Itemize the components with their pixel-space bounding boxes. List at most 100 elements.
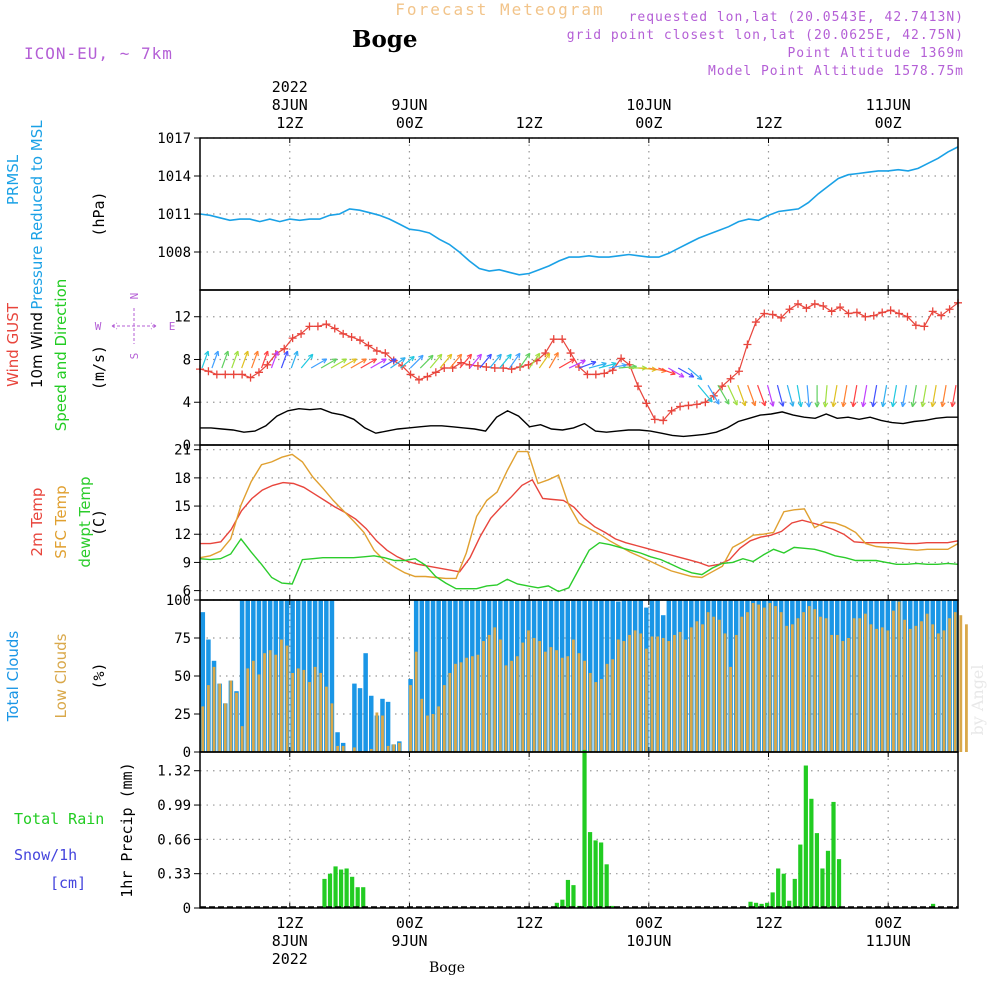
low-cloud-bar [296, 668, 300, 752]
temperature-ytick-label: 12 [174, 527, 191, 543]
pressure-label-short: PRMSL [4, 154, 22, 205]
gust-marker [221, 370, 230, 379]
low-cloud-bar [897, 601, 901, 752]
low-cloud-bar [880, 627, 884, 752]
precip-frame [199, 751, 959, 909]
low-cloud-bar [712, 616, 716, 752]
low-cloud-bar [802, 612, 805, 752]
wind-arrow [648, 367, 667, 372]
low-cloud-bar [353, 747, 356, 752]
wind-arrow-head [263, 350, 269, 357]
low-cloud-bar [459, 662, 463, 752]
gust-marker [777, 313, 786, 322]
low-cloud-bar [785, 625, 789, 752]
wind-arrow [211, 350, 219, 369]
wind-arrow-head [307, 353, 314, 360]
gust-marker [414, 375, 423, 384]
low-cloud-bar [819, 616, 822, 752]
low-cloud-bar [852, 618, 856, 752]
wind-arrow-head [525, 352, 531, 359]
temperature-ytick-label: 9 [183, 555, 191, 571]
temperature-ytick-label: 15 [174, 499, 191, 515]
precip-ytick-label: 0.66 [157, 832, 191, 848]
wind-arrow-head [476, 353, 483, 360]
rain-bar [759, 903, 764, 908]
low-cloud-bar [616, 639, 620, 752]
wind-arrow-head [910, 401, 916, 408]
low-cloud-bar [392, 744, 396, 752]
low-cloud-bar [280, 639, 283, 752]
wind-arrow-head [243, 350, 249, 357]
wind-arrow [241, 350, 249, 369]
wind-arrow-head [880, 401, 887, 408]
low-cloud-label: Low Clouds [52, 633, 70, 718]
temperature-ytick-label: 6 [183, 584, 191, 600]
gust-marker [844, 309, 853, 318]
gust-marker [785, 305, 794, 314]
wind-arrow [350, 358, 367, 369]
wind-arrow-head [544, 352, 551, 359]
low-cloud-bar [268, 650, 272, 752]
low-cloud-bar [560, 657, 564, 752]
pressure-ytick-label: 1014 [157, 169, 191, 185]
low-cloud-bar [942, 630, 946, 752]
gust-marker [406, 370, 415, 379]
low-cloud-bar [504, 665, 508, 752]
wind-arrow [921, 385, 927, 407]
clouds-ytick-label: 0 [183, 745, 191, 761]
top-time-label: 2022 [272, 78, 308, 96]
sfc-temp-line [199, 450, 959, 580]
gust-marker [212, 370, 221, 379]
low-cloud-bar [555, 650, 558, 752]
wind-arrow [390, 357, 406, 369]
wind-arrow-head [769, 401, 775, 407]
low-cloud-bar [807, 606, 811, 752]
wind-arrow-head [714, 399, 720, 405]
rain-bar [781, 873, 786, 908]
wind-arrow [459, 353, 472, 369]
total-cloud-bar [593, 600, 599, 752]
low-cloud-bar [235, 692, 238, 752]
wind-arrow [931, 385, 937, 407]
low-cloud-bar [914, 625, 918, 752]
gust-marker [726, 374, 735, 383]
wind-arrow [786, 384, 794, 407]
low-cloud-bar [510, 660, 514, 752]
low-cloud-bar [717, 619, 721, 752]
gust-marker [507, 365, 516, 374]
low-cloud-bar [207, 685, 210, 752]
low-cloud-bar [650, 636, 654, 752]
wind-arrow [796, 385, 802, 407]
wind-arrow-head [732, 400, 738, 406]
wind-ytick-label: 4 [183, 395, 191, 411]
wind-arrow [330, 358, 347, 369]
gust-marker [313, 322, 322, 331]
total-cloud-bar [307, 600, 312, 752]
gust-marker [246, 373, 255, 382]
total-cloud-bar [599, 600, 604, 752]
gust-marker [263, 360, 272, 369]
wind-arrow [852, 385, 858, 407]
bottom-time-label: 12Z [276, 914, 303, 932]
wind-arrow [340, 358, 357, 369]
low-cloud-bar [324, 686, 328, 752]
wind-arrow-head [233, 350, 240, 357]
wind-ytick-label: 8 [183, 352, 191, 368]
wind-arrow-head [371, 358, 377, 364]
total-cloud-label: Total Clouds [4, 631, 22, 723]
low-cloud-bar [465, 657, 469, 752]
low-cloud-bar [336, 745, 339, 752]
model-name: ICON-EU, ~ 7km [24, 44, 173, 63]
wind-arrow [201, 350, 209, 369]
bottom-time-label: 00Z [396, 914, 423, 932]
snow-unit-label: [cm] [50, 874, 86, 892]
wind-arrow [479, 353, 492, 369]
rain-bar [587, 832, 593, 908]
wind-arrow-head [204, 350, 210, 357]
low-cloud-bar [308, 682, 311, 752]
wind-arrow-head [466, 353, 473, 360]
wind-arrow-head [851, 401, 857, 408]
low-cloud-bar [774, 606, 777, 752]
wind-arrow-head [789, 401, 795, 407]
wind-arrow-head [273, 350, 279, 357]
